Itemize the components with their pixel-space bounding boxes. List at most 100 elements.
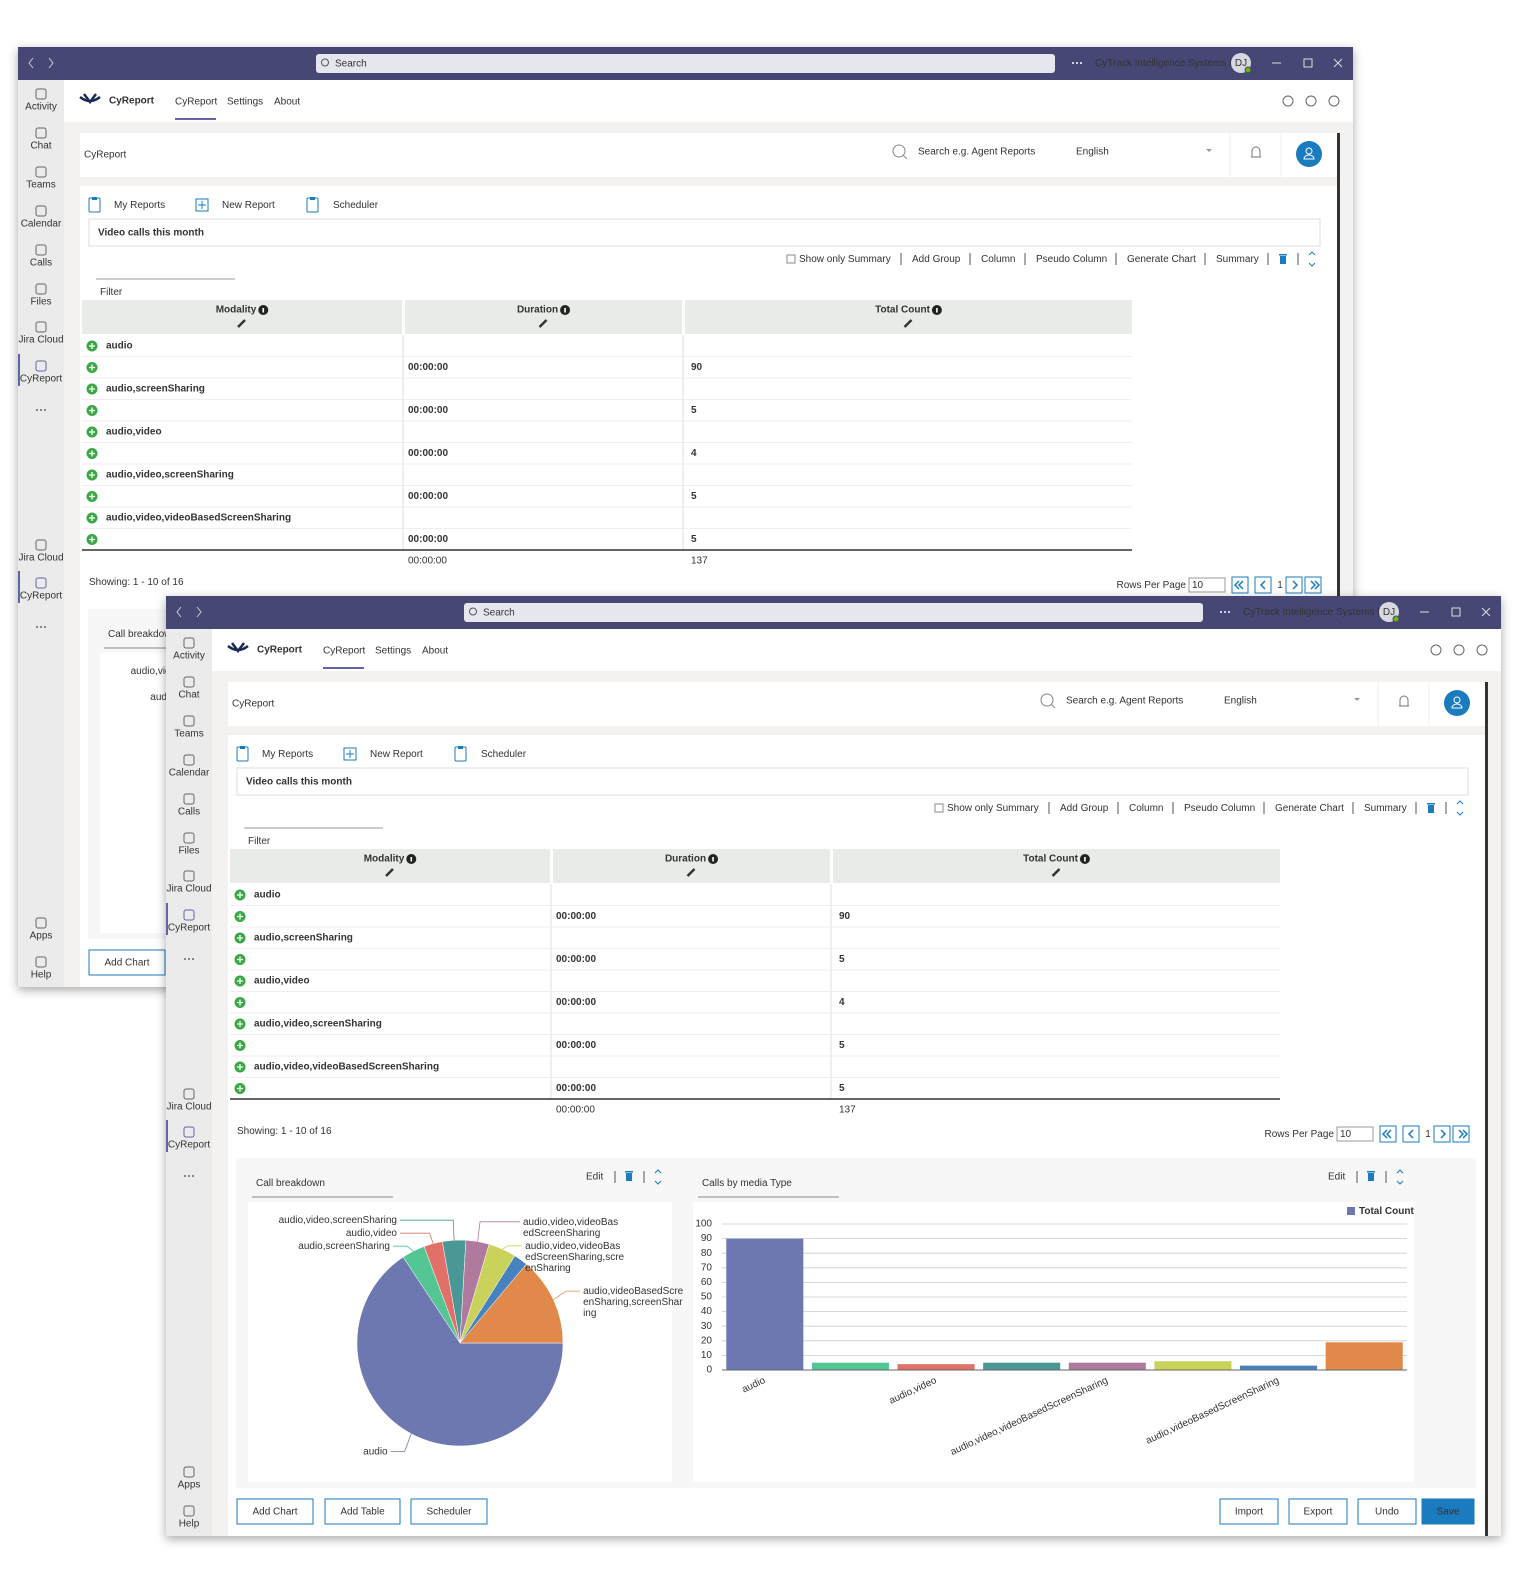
app-tab[interactable]: About [422,646,448,657]
icon [89,472,95,478]
button[interactable] [1357,1498,1417,1525]
rail-label[interactable]: Help [31,970,52,981]
rail-label[interactable]: Jira Cloud [18,553,63,564]
button[interactable] [410,1498,488,1525]
rail-label[interactable]: CyReport [20,591,62,602]
rail-label[interactable]: Activity [173,651,205,662]
filter-label[interactable]: Filter [100,287,123,298]
rows-per-page-input[interactable] [1188,577,1226,593]
filter-label[interactable]: Filter [248,836,271,847]
page-title: CyReport [84,150,126,161]
language-select[interactable]: English [1224,696,1257,707]
toolbar-link[interactable]: Generate Chart [1127,254,1196,265]
button[interactable] [1288,1498,1348,1525]
nav-link[interactable]: New Report [370,749,423,760]
rail-label[interactable]: CyReport [168,1140,210,1151]
nav-link[interactable]: Scheduler [333,200,379,211]
bar [1068,1362,1146,1370]
rail-label[interactable]: Files [178,846,199,857]
rail-label[interactable]: Calls [30,258,52,269]
button-label[interactable]: Scheduler [426,1507,472,1518]
window-controls[interactable] [1272,58,1343,68]
rail-label[interactable]: Teams [174,729,203,740]
toolbar-link[interactable]: Generate Chart [1275,803,1344,814]
rail-label[interactable]: Jira Cloud [18,335,63,346]
rail-label[interactable]: Jira Cloud [166,1102,211,1113]
rail-label[interactable]: CyReport [168,923,210,934]
page-button[interactable] [1254,576,1272,594]
button-label[interactable]: Import [1235,1507,1264,1518]
button-label[interactable]: Add Chart [104,958,149,969]
nav-arrows[interactable] [176,606,202,618]
chart-edit[interactable]: Edit [1328,1172,1345,1183]
button-label[interactable]: Save [1437,1507,1460,1518]
slice-label: audio,video,screenSharing [279,1215,397,1226]
search-box[interactable] [316,54,1055,73]
app-tab[interactable]: Settings [375,646,411,657]
rail-label[interactable]: Apps [30,931,53,942]
page-button[interactable] [1304,576,1322,594]
rail-label[interactable]: Calendar [21,219,62,230]
report-search[interactable]: Search e.g. Agent Reports [1066,696,1183,707]
more-icon [36,409,38,411]
rail-label[interactable]: Chat [30,141,51,152]
chart-edit[interactable]: Edit [586,1172,603,1183]
button[interactable] [1219,1498,1279,1525]
toolbar-link[interactable]: Pseudo Column [1036,254,1107,265]
nav-link[interactable]: New Report [222,200,275,211]
rail-label[interactable]: Calls [178,807,200,818]
button-label[interactable]: Undo [1375,1507,1399,1518]
page-arrow [1259,580,1266,590]
rail-label[interactable]: Calendar [169,768,210,779]
rail-label[interactable]: Help [179,1519,200,1530]
rows-per-page-input[interactable] [1336,1126,1374,1142]
rail-label[interactable]: Activity [25,102,57,113]
button[interactable] [324,1498,401,1525]
icon [346,750,354,758]
rail-label[interactable]: CyReport [20,374,62,385]
bell-icon[interactable] [1399,695,1409,707]
app-tab[interactable]: About [274,97,300,108]
toolbar-link[interactable]: Add Group [1060,803,1109,814]
rail-label[interactable]: Jira Cloud [166,884,211,895]
toolbar-link[interactable]: Column [1129,803,1163,814]
bar [811,1362,889,1370]
page-button[interactable] [1285,576,1303,594]
app-tab[interactable]: CyReport [175,97,217,108]
page-arrow [1381,1129,1392,1139]
rail-label[interactable]: Chat [178,690,199,701]
icon [35,360,47,372]
page-button[interactable] [1452,1125,1470,1143]
bell-icon[interactable] [1251,146,1261,158]
window-controls[interactable] [1420,607,1491,617]
button[interactable] [88,949,166,976]
checkbox[interactable] [934,803,944,813]
nav-arrows[interactable] [28,57,54,69]
checkbox[interactable] [786,254,796,264]
button-label[interactable]: Add Chart [252,1507,297,1518]
app-tab[interactable]: CyReport [323,646,365,657]
nav-link[interactable]: My Reports [262,749,313,760]
button-label[interactable]: Export [1304,1507,1333,1518]
page-button[interactable] [1433,1125,1451,1143]
search-box[interactable] [464,603,1203,622]
icon [35,956,47,968]
nav-link[interactable]: Scheduler [481,749,527,760]
button-label[interactable]: Add Table [340,1507,385,1518]
button[interactable] [1421,1498,1475,1525]
toolbar-link[interactable]: Column [981,254,1015,265]
toolbar-link[interactable]: Summary [1364,803,1407,814]
report-search[interactable]: Search e.g. Agent Reports [918,147,1035,158]
page-button[interactable] [1402,1125,1420,1143]
toolbar-link[interactable]: Pseudo Column [1184,803,1255,814]
nav-link[interactable]: My Reports [114,200,165,211]
toolbar-link[interactable]: Add Group [912,254,961,265]
button[interactable] [236,1498,314,1525]
rail-label[interactable]: Apps [178,1480,201,1491]
language-select[interactable]: English [1076,147,1109,158]
app-tab[interactable]: Settings [227,97,263,108]
toolbar-link[interactable]: Summary [1216,254,1259,265]
rail-label[interactable]: Files [30,297,51,308]
more-icon [44,626,46,628]
rail-label[interactable]: Teams [26,180,55,191]
